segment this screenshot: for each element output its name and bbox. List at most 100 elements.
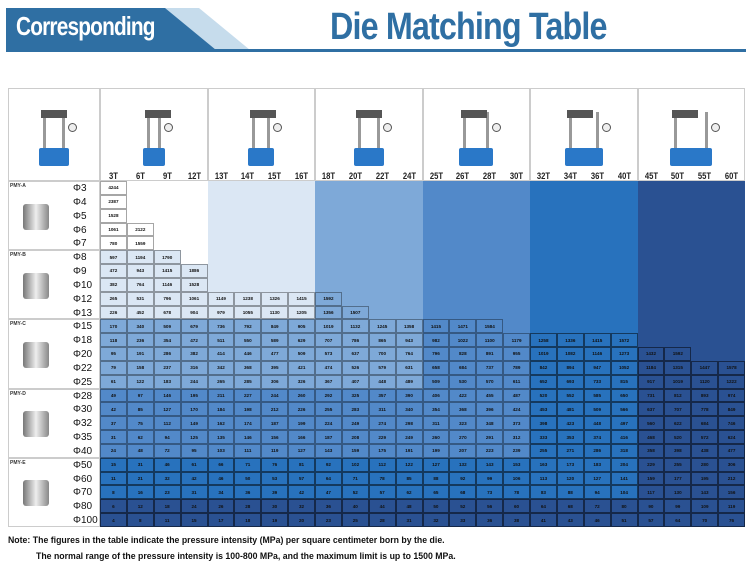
die-diameter-label: Φ32 [73,418,93,430]
empty-cell [315,236,342,251]
empty-cell [503,305,530,320]
die-diameter-label: Φ80 [73,501,93,513]
pressure-cell: 229 [368,430,396,444]
pressure-cell: 8 [126,513,154,527]
pressure-cell: 24 [100,443,127,458]
pressure-cell: 390 [395,388,423,403]
pressure-cell: 1052 [610,360,638,375]
pressure-cell: 76 [261,457,289,472]
press-image [670,97,721,166]
pressure-cell: 438 [691,443,719,458]
pressure-cell: 353 [556,430,584,444]
pressure-cell: 786 [341,333,369,348]
empty-cell [261,181,289,195]
note-line-1: Note: The figures in the table indicate … [8,535,445,546]
pressure-cell: 146 [153,388,181,403]
empty-cell [664,222,692,237]
empty-cell [449,291,477,306]
pressure-cell: 117 [637,485,665,500]
empty-cell [610,194,638,209]
pressure-cell: 237 [153,360,181,375]
pressure-cell: 199 [288,416,315,431]
pressure-cell: 354 [422,402,450,417]
tonnage-label: 24T [402,171,416,181]
die-diameter-label: Φ18 [73,335,93,347]
empty-cell [637,181,665,195]
empty-cell [637,291,665,306]
pressure-cell: 42 [100,402,127,417]
die-image [23,480,49,507]
empty-cell [637,236,665,251]
pressure-cell: 16 [126,485,154,500]
empty-cell [637,333,665,348]
pressure-cell: 40 [341,499,369,514]
empty-cell [556,250,584,265]
pressure-cell: 764 [126,277,154,292]
pressure-cell: 48 [395,499,423,514]
pressure-cell: 828 [449,347,477,361]
empty-cell [315,222,342,237]
die-diameter-label: Φ3 [73,183,87,194]
empty-cell [315,264,342,278]
pressure-cell: 414 [207,347,235,361]
tonnage-label: 50T [671,171,685,181]
empty-cell [261,222,289,237]
pressure-cell: 736 [207,319,235,334]
pressure-cell: 162 [207,416,235,431]
pressure-cell: 622 [664,416,692,431]
empty-cell [718,333,745,348]
tonnage-label: 3T [108,171,118,181]
empty-cell [503,319,530,334]
empty-cell [718,250,745,265]
empty-cell [718,277,745,292]
pressure-cell: 31 [180,485,208,500]
empty-cell [288,208,315,223]
pressure-cell: 326 [288,374,315,389]
pressure-cell: 520 [530,388,557,403]
pressure-cell: 424 [503,402,530,417]
pressure-cell: 374 [583,430,611,444]
note-line-2: The normal range of the pressure intensi… [36,551,456,562]
pressure-cell: 1100 [476,333,504,348]
pressure-cell: 1022 [449,333,477,348]
pressure-cell: 33 [449,513,477,527]
empty-cell [664,319,692,334]
die-diameter-label: Φ4 [73,196,87,208]
pressure-cell: 173 [556,457,584,472]
pressure-cell: 170 [100,319,127,334]
empty-cell [503,250,530,265]
pressure-cell: 32 [288,499,315,514]
empty-cell [556,222,584,237]
die-group-pmy-a: PMY-A Φ3 Φ4 Φ5 Φ6 Φ7 [8,181,100,251]
tonnage-label: 26T [456,171,470,181]
pressure-cell: 1578 [718,360,745,375]
pressure-cell: 75 [126,416,154,431]
pressure-cell: 141 [610,471,638,486]
pressure-cell: 113 [530,471,557,486]
die-diameter-label: Φ7 [73,238,87,250]
pressure-cell: 982 [422,333,450,348]
pressure-cell: 311 [422,416,450,431]
pressure-cell: 323 [449,416,477,431]
pressure-cell: 468 [637,430,665,444]
empty-cell [503,194,530,209]
pressure-cell: 1415 [583,333,611,348]
pressure-cell: 283 [341,402,369,417]
pressure-cell: 25 [341,513,369,527]
die-group-pmy-c: PMY-C Φ15 Φ18 Φ20 Φ22 Φ25 [8,319,100,389]
pressure-cell: 472 [100,264,127,278]
pressure-cell: 560 [637,416,665,431]
pressure-cell: 526 [341,360,369,375]
empty-cell [422,264,450,278]
pressure-cell: 94 [583,485,611,500]
pressure-cell: 118 [100,333,127,348]
empty-cell [610,208,638,223]
empty-cell [556,277,584,292]
pressure-cell: 68 [556,499,584,514]
pressure-cell: 125 [180,430,208,444]
empty-cell [556,305,584,320]
pressure-cell: 95 [180,443,208,458]
pressure-cell: 51 [610,513,638,527]
pressure-cell: 57 [368,485,396,500]
pressure-cell: 57 [637,513,665,527]
